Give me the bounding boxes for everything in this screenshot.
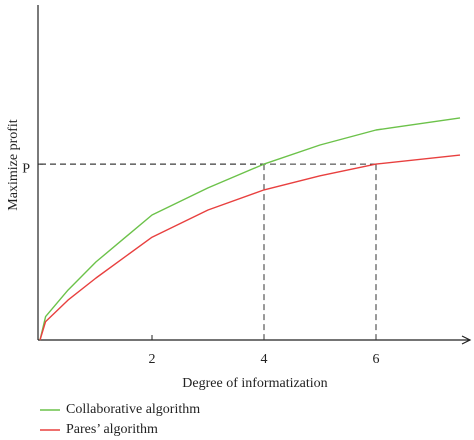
legend-label: Collaborative algorithm bbox=[66, 402, 200, 417]
x-tick-label: 4 bbox=[261, 352, 268, 367]
x-axis-label: Degree of informatization bbox=[182, 376, 327, 391]
y-tick-label: P bbox=[22, 161, 30, 176]
x-axis-arrow bbox=[461, 335, 472, 345]
legend-label: Pares’ algorithm bbox=[66, 422, 158, 437]
y-axis-label: Maximize profit bbox=[6, 119, 21, 210]
series-line bbox=[39, 154, 461, 341]
series-line bbox=[39, 117, 461, 341]
x-tick-label: 2 bbox=[149, 352, 156, 367]
x-tick-label: 6 bbox=[373, 352, 380, 367]
